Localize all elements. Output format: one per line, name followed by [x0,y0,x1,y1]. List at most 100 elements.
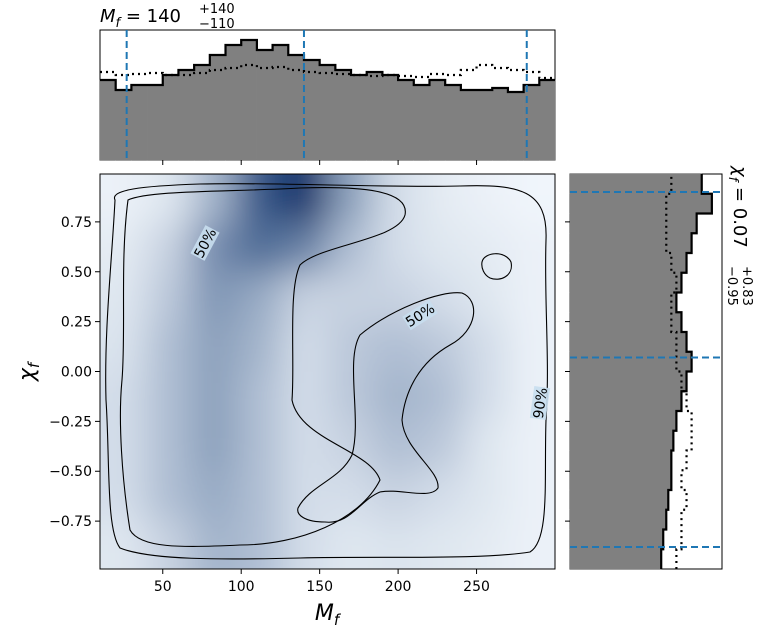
ylabel-subscript: f [25,360,43,368]
contour-90 [105,183,548,560]
density-cell [236,470,282,520]
density-cell [191,371,237,421]
density-cell [418,223,464,273]
density-cell [100,470,146,520]
hist-bar [413,84,430,161]
hist-bar [444,84,462,161]
side-subscript: f [725,177,740,184]
hist-bar [569,331,687,352]
hist-bar [178,69,195,161]
density-cell [327,272,373,323]
density-cell [282,470,328,520]
hist-bar [460,89,477,161]
density-cell [464,174,510,224]
x-axis-label: Mf [315,601,342,629]
density-cell [145,420,191,471]
hist-bar [115,89,132,161]
side-title-main: χf = 0.07 [725,165,750,248]
density-cell [418,420,464,471]
density-cell [418,174,464,224]
xlabel-symbol: M [315,601,334,626]
xlabel-subscript: f [334,611,342,629]
density-cell [282,174,328,224]
density-cell [327,223,373,273]
density-cell [509,519,555,569]
density-cell [282,322,328,372]
density-cell [464,470,510,520]
density-cell [327,519,373,569]
density-cell [236,519,282,569]
side-value: = 0.07 [729,181,750,248]
hist-bar [569,509,667,530]
density-cell [327,174,373,224]
density-cell [373,371,419,421]
hist-bar [366,71,383,161]
hist-bar [193,64,211,161]
top-title: Mf = 140 [100,6,181,31]
hist-bar [162,74,179,161]
density-cell [373,519,419,569]
density-cell [100,174,146,224]
density-cell [373,322,419,372]
density-cell [373,174,419,224]
density-cell [418,470,464,520]
hist-bar [240,39,258,161]
hist-bar [146,84,164,161]
density-cell [282,420,328,471]
density-cell [464,322,510,372]
density-cell [100,519,146,569]
hist-outline-dotted [100,63,555,80]
side-symbol: χ [729,165,750,178]
hist-bar [288,54,305,161]
density-cell [236,223,282,273]
contours [105,183,548,560]
hist-bar [350,74,367,161]
density-cell [509,174,555,224]
hist-bar [569,193,713,214]
hist-bar [491,87,509,161]
hist-bar [569,252,687,273]
density-cell [373,223,419,273]
hist-outline [100,38,555,94]
title-value: = 140 [120,6,181,27]
hist-bar [319,64,336,161]
density-cells [100,174,555,569]
hist-bar [99,79,116,161]
title-subscript: f [116,16,123,31]
hist-bar [131,84,148,161]
title-upper: +140 [199,2,235,17]
ylabel-symbol: χ [15,367,40,382]
hist-bar [303,59,320,161]
density-cell [282,223,328,273]
hist-bar [476,89,493,161]
hist-bar [225,44,242,161]
hist-bar [539,79,556,161]
density-cell [236,174,282,224]
density-cell [464,272,510,323]
hist-bar [507,91,524,161]
density-cell [282,272,328,323]
density-cell [100,371,146,421]
density-cell [100,223,146,273]
hist-bar [569,549,662,570]
density-cell [191,272,237,323]
density-cell [464,371,510,421]
density-cell [282,371,328,421]
y-tick-label: 0.00 [61,365,92,381]
hist-bar [569,173,702,194]
x-tick-label: 100 [228,579,255,595]
hist-bar [569,391,682,412]
density-cell [464,519,510,569]
density-cell [509,223,555,273]
density-cell [373,470,419,520]
hist-bar [569,450,672,471]
hist-bar [256,49,273,161]
contour-small [481,253,512,280]
contour-50 [297,292,475,523]
density-cell [236,322,282,372]
hist-bar [569,489,669,510]
density-cell [327,470,373,520]
hist-bar [335,69,352,161]
density-cell [145,371,191,421]
